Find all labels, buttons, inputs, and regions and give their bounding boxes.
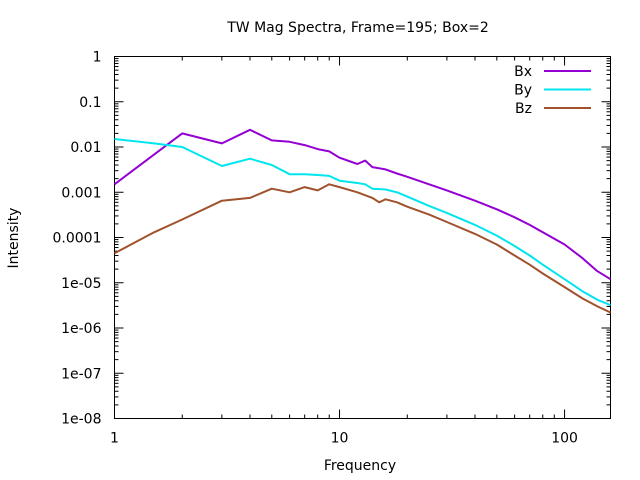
y-axis-label: Intensity [6, 208, 22, 269]
y-tick-label: 0.001 [61, 185, 101, 201]
legend-label-bz: Bz [515, 101, 532, 117]
x-axis: 1 10 100 [110, 56, 578, 447]
y-tick-label: 1e-08 [61, 412, 101, 428]
y-tick-label: 1e-07 [61, 366, 101, 382]
x-axis-label: Frequency [324, 458, 396, 474]
y-tick-label: 0.01 [70, 140, 101, 156]
y-tick-label: 1e-05 [61, 276, 101, 292]
series-lines [113, 128, 612, 314]
x-tick-label: 1 [110, 431, 119, 447]
series-line-bx [113, 128, 612, 281]
y-axis: 1 0.1 0.01 0.001 0.0001 1e-05 1e-06 1e-07 1e-08 [53, 50, 611, 428]
chart-title: TW Mag Spectra, Frame=195; Box=2 [226, 20, 489, 36]
series-line-bz [114, 183, 611, 314]
y-tick-label: 1 [93, 50, 102, 66]
legend-label-bx: Bx [514, 64, 532, 80]
y-tick-label: 0.1 [79, 95, 101, 111]
plot-frame [114, 56, 611, 419]
legend-label-by: By [514, 83, 532, 99]
x-tick-label: 10 [331, 431, 349, 447]
legend: Bx By Bz [514, 64, 591, 117]
series-line-by [114, 138, 611, 307]
y-tick-label: 0.0001 [53, 231, 102, 247]
y-tick-label: 1e-06 [61, 321, 101, 337]
x-tick-label: 100 [551, 431, 578, 447]
